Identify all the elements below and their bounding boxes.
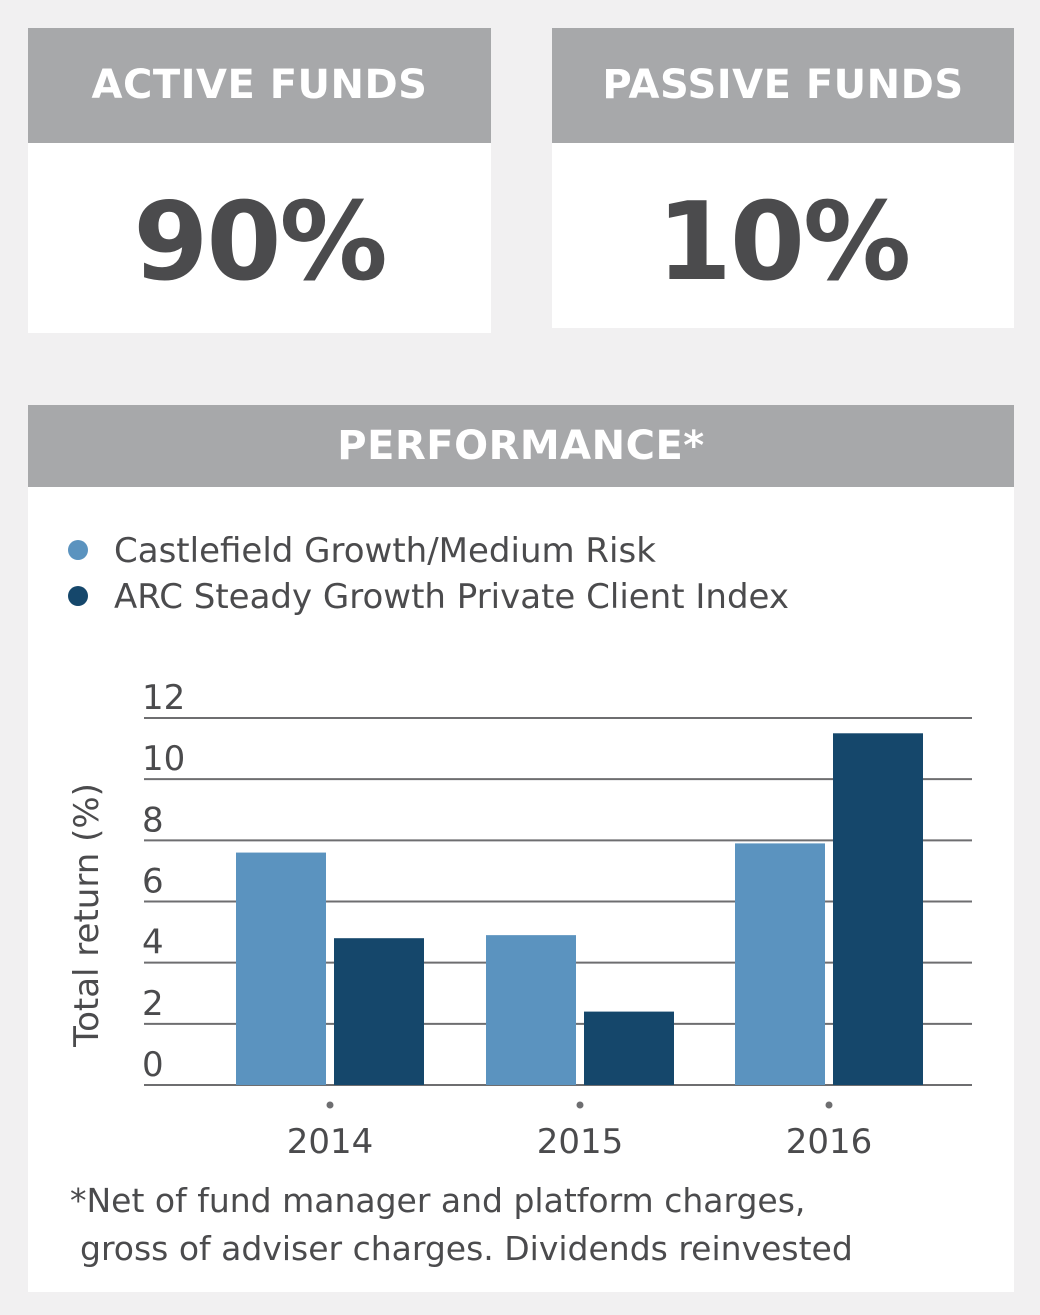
bar-2016-series-1: [735, 843, 825, 1085]
y-tick-label-2: 2: [142, 984, 164, 1024]
footnote-line-1: *Net of fund manager and platform charge…: [70, 1181, 806, 1220]
x-tick-dot-2016: [825, 1101, 833, 1109]
bar-2015-series-2: [584, 1011, 674, 1085]
y-tick-label-12: 12: [142, 678, 185, 718]
y-tick-label-4: 4: [142, 923, 164, 963]
x-tick-label-2014: 2014: [287, 1122, 374, 1162]
y-tick-label-10: 10: [142, 739, 185, 779]
legend-label-2: ARC Steady Growth Private Client Index: [114, 577, 789, 617]
active-funds-title: ACTIVE FUNDS: [28, 28, 491, 143]
footnote-line-2: gross of adviser charges. Dividends rein…: [80, 1229, 853, 1268]
legend-label-1: Castlefield Growth/Medium Risk: [114, 531, 656, 571]
bar-2015-series-1: [486, 935, 576, 1085]
x-tick-dot-2015: [576, 1101, 584, 1109]
performance-chart: Castlefield Growth/Medium Risk ARC Steady…: [67, 531, 972, 1162]
bar-2016-series-2: [833, 733, 923, 1085]
x-tick-dot-2014: [326, 1101, 334, 1109]
y-tick-label-6: 6: [142, 862, 164, 902]
performance-card: PERFORMANCE* Castlefield Growth/Medium R…: [28, 405, 1014, 1292]
bar-2014-series-1: [236, 852, 326, 1085]
performance-footnote: *Net of fund manager and platform charge…: [70, 1177, 1000, 1273]
x-tick-label-2015: 2015: [537, 1122, 624, 1162]
passive-funds-card: PASSIVE FUNDS 10%: [552, 28, 1014, 328]
bar-2014-series-2: [334, 938, 424, 1085]
legend-marker-2: [68, 586, 88, 606]
active-funds-value: 90%: [133, 180, 388, 305]
performance-title: PERFORMANCE*: [28, 405, 1014, 487]
x-tick-label-2016: 2016: [786, 1122, 873, 1162]
y-tick-label-0: 0: [142, 1045, 164, 1085]
y-tick-label-8: 8: [142, 800, 164, 840]
legend-marker-1: [68, 540, 88, 560]
passive-funds-title: PASSIVE FUNDS: [552, 28, 1014, 143]
active-funds-card: ACTIVE FUNDS 90%: [28, 28, 491, 333]
y-axis-title: Total return (%): [67, 783, 107, 1048]
passive-funds-value: 10%: [656, 180, 912, 305]
